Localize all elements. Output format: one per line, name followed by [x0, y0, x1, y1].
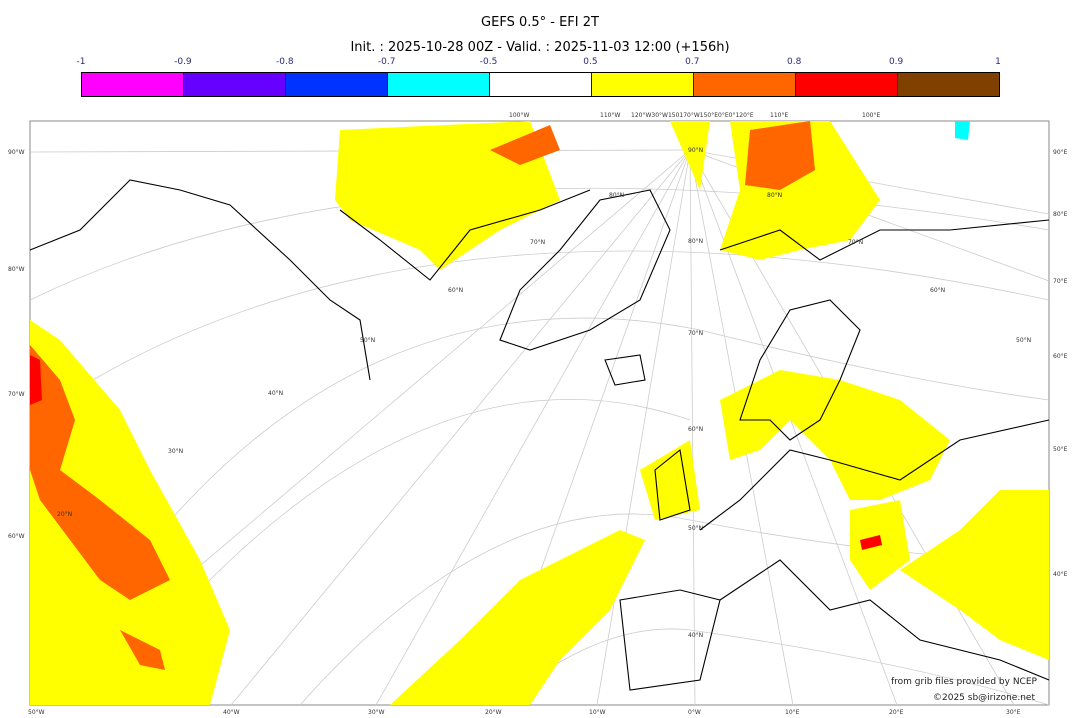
colorbar-tick-label: 0.9	[888, 57, 904, 67]
efi-anomaly-fields	[30, 121, 1049, 705]
axis-label: 30°N	[168, 448, 184, 455]
axis-label: 10°E	[785, 709, 800, 716]
coast-iberia	[619, 589, 721, 691]
axis-label: 90°N	[688, 147, 704, 154]
coastlines	[29, 179, 1050, 691]
axis-label: 80°E	[1053, 211, 1068, 218]
map-title: GEFS 0.5° - EFI 2T	[481, 15, 599, 30]
axis-label: 70°N	[530, 239, 546, 246]
axis-label: 110°E	[770, 112, 789, 119]
anomaly-cyan-kara	[955, 121, 970, 140]
axis-label: 10°W	[589, 709, 606, 716]
axis-label: 20°N	[57, 511, 73, 518]
axis-label: 70°N	[688, 330, 704, 337]
axis-label: 90°E	[1053, 149, 1068, 156]
colorbar	[81, 72, 1000, 97]
colorbar-segment	[796, 73, 898, 96]
source-credit: from grib files provided by NCEP	[891, 677, 1037, 687]
colorbar-tick-label: -0.5	[479, 57, 498, 67]
map-subtitle: Init. : 2025-10-28 00Z - Valid. : 2025-1…	[350, 40, 730, 55]
colorbar-segment	[388, 73, 490, 96]
axis-label: 50°W	[28, 709, 45, 716]
anomaly-yellow-uk	[640, 440, 700, 520]
axis-label: 100°W	[509, 112, 530, 119]
coast-siberia	[719, 219, 1050, 261]
axis-label: 60°N	[448, 287, 464, 294]
axis-label: 80°N	[767, 192, 783, 199]
axis-label: 30°W	[368, 709, 385, 716]
axis-label: 0°W	[688, 709, 701, 716]
colorbar-segment	[82, 73, 184, 96]
colorbar-tick-label: -1	[76, 57, 86, 67]
axis-label: 40°N	[268, 390, 284, 397]
coast-europe	[699, 419, 1050, 531]
coast-alaska	[29, 179, 371, 381]
anomaly-yellow-pole	[670, 121, 710, 190]
colorbar-tick-label: -0.7	[377, 57, 396, 67]
coast-scandinavia	[739, 299, 861, 441]
anomaly-yellow-canada	[335, 121, 560, 270]
colorbar-segment	[490, 73, 592, 96]
anomaly-yellow-europe	[720, 370, 950, 500]
anomaly-red-pacific	[30, 355, 42, 405]
axis-label: 70°E	[1053, 278, 1068, 285]
axis-label: 90°W	[8, 149, 25, 156]
axis-label: 110°W	[600, 112, 621, 119]
axis-label: 80°N	[609, 192, 625, 199]
anomaly-red-balkans	[860, 535, 882, 550]
axis-label: 80°W	[8, 266, 25, 273]
coast-canada-arctic	[339, 189, 591, 281]
axis-label: 40°E	[1053, 571, 1068, 578]
axis-label: 100°E	[862, 112, 881, 119]
axis-label: 60°W	[8, 533, 25, 540]
anomaly-yellow-pacific	[30, 320, 230, 705]
anomaly-orange-canada	[490, 125, 560, 165]
colorbar-segment	[592, 73, 694, 96]
colorbar-segment	[898, 73, 999, 96]
coast-greenland	[499, 189, 671, 351]
colorbar-segment	[184, 73, 286, 96]
axis-label: 60°E	[1053, 353, 1068, 360]
anomaly-orange-pacific	[30, 345, 170, 600]
axis-label: 50°N	[688, 525, 704, 532]
axis-label: 20°W	[485, 709, 502, 716]
anomaly-orange-pacific-2	[120, 630, 165, 670]
coast-iceland	[604, 354, 646, 386]
axis-label: 80°N	[688, 238, 704, 245]
colorbar-segment	[694, 73, 796, 96]
colorbar-tick-label: -0.8	[275, 57, 294, 67]
axis-label: 20°E	[889, 709, 904, 716]
axis-label: 70°W	[8, 391, 25, 398]
coast-uk	[654, 448, 691, 521]
coast-mediterranean	[719, 559, 1050, 681]
axis-label: 70°N	[848, 239, 864, 246]
axis-label: 120°W30°W150170°W150°E0°E0°120°E	[631, 112, 754, 119]
anomaly-orange-siberia	[745, 121, 815, 190]
colorbar-segment	[286, 73, 388, 96]
axis-label: 60°N	[688, 426, 704, 433]
axis-label: 30°E	[1006, 709, 1021, 716]
anomaly-yellow-turkey	[900, 490, 1049, 660]
colorbar-tick-label: 0.8	[787, 57, 802, 67]
anomaly-yellow-atlantic	[390, 530, 645, 705]
axis-label: 50°N	[1016, 337, 1032, 344]
axis-label: 60°N	[930, 287, 946, 294]
axis-label: 50°N	[360, 337, 376, 344]
colorbar-tick-label: 0.7	[685, 57, 700, 67]
colorbar-tick-label: 0.5	[583, 57, 598, 67]
axis-label: 50°E	[1053, 446, 1068, 453]
colorbar-tick-label: -0.9	[174, 57, 192, 67]
axis-label: 40°N	[688, 632, 704, 639]
colorbar-tick-label: 1	[995, 57, 1001, 67]
axis-label: 40°W	[223, 709, 240, 716]
copyright-credit: ©2025 sb@irizone.net	[933, 693, 1035, 703]
